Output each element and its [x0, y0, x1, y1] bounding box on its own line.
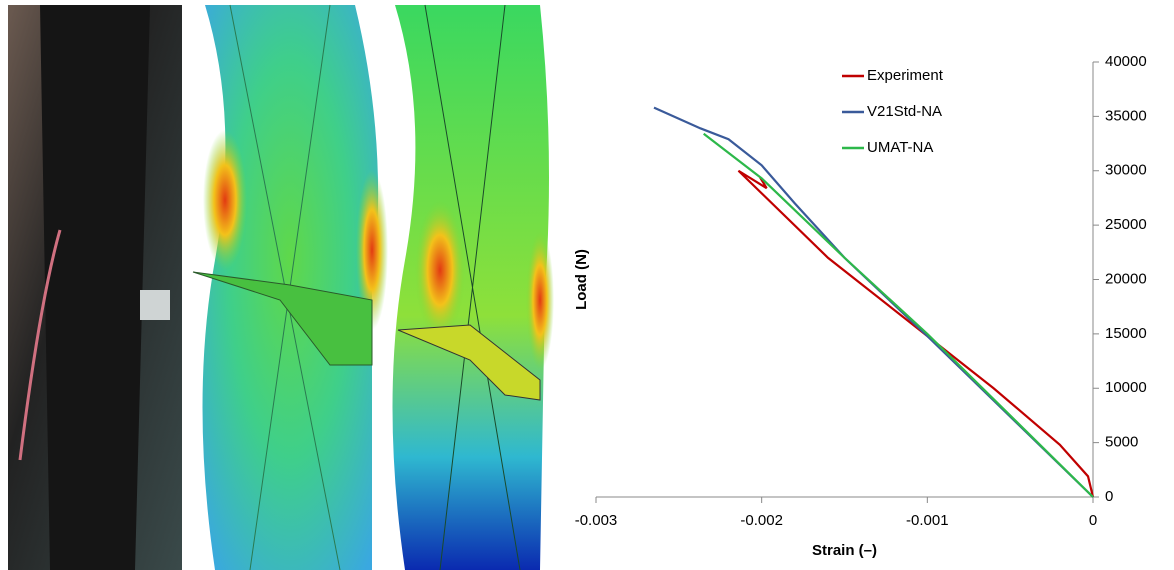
x-axis-title: Strain (–) [812, 542, 877, 559]
x-tick-label: 0 [1089, 512, 1097, 529]
x-tick-label: -0.002 [740, 512, 783, 529]
legend-label: Experiment [867, 67, 944, 84]
y-tick-label: 25000 [1105, 216, 1147, 233]
y-tick-label: 10000 [1105, 379, 1147, 396]
y-tick-label: 15000 [1105, 325, 1147, 342]
x-tick-label: -0.003 [575, 512, 618, 529]
fea-panel-1 [192, 4, 388, 570]
y-axis-title: Load (N) [573, 249, 590, 310]
series-line [703, 132, 1094, 498]
fea-panel-2 [392, 4, 554, 570]
legend-label: UMAT-NA [867, 139, 933, 156]
y-tick-label: 40000 [1105, 53, 1147, 70]
series-line [653, 106, 1094, 498]
y-tick-label: 35000 [1105, 107, 1147, 124]
y-tick-label: 0 [1105, 488, 1113, 505]
photo-panel [8, 5, 182, 570]
y-tick-label: 30000 [1105, 162, 1147, 179]
y-tick-label: 20000 [1105, 270, 1147, 287]
series-line [737, 169, 1095, 498]
legend-label: V21Std-NA [867, 103, 942, 120]
x-tick-label: -0.001 [906, 512, 949, 529]
y-tick-label: 5000 [1105, 434, 1138, 451]
